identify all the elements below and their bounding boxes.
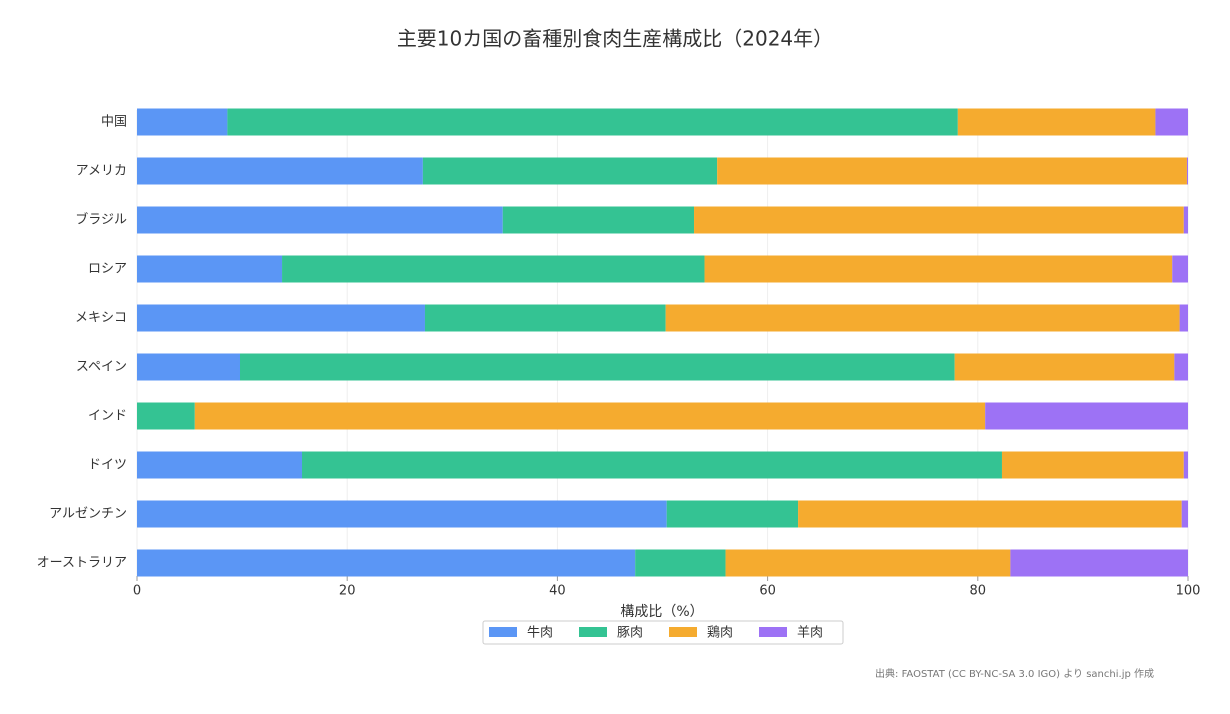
bar-segment — [137, 353, 240, 381]
x-tick-label: 40 — [549, 584, 566, 599]
bar-segment — [665, 304, 1180, 332]
bar-segment — [422, 157, 718, 185]
legend-swatch — [579, 627, 607, 637]
bar-segment — [954, 353, 1175, 381]
bar-segment — [137, 549, 636, 577]
bar-segment — [282, 255, 705, 283]
x-tick-label: 0 — [133, 584, 141, 599]
bar-segment — [635, 549, 726, 577]
bar-segment — [717, 157, 1187, 185]
bar-segment — [694, 206, 1184, 234]
bar-segment — [1181, 500, 1188, 528]
bar-segment — [137, 451, 303, 479]
chart-title: 主要10カ国の畜種別食肉生産構成比（2024年） — [397, 27, 833, 51]
bar-segment — [227, 108, 958, 136]
bar-segment — [424, 304, 666, 332]
y-tick-label: スペイン — [76, 360, 127, 375]
bar-segment — [1183, 206, 1188, 234]
legend-swatch — [669, 627, 697, 637]
bar-segment — [137, 157, 423, 185]
bar-segment — [137, 206, 503, 234]
bar-segment — [985, 402, 1188, 430]
legend-label: 牛肉 — [527, 626, 553, 641]
bar-segment — [1155, 108, 1188, 136]
bar-segment — [302, 451, 1002, 479]
bar-segment — [194, 402, 986, 430]
y-tick-label: ブラジル — [75, 212, 127, 228]
legend-swatch — [489, 627, 517, 637]
bar-segment — [666, 500, 799, 528]
bar-segment — [1172, 255, 1188, 283]
bar-segment — [137, 255, 283, 283]
legend-box — [482, 620, 844, 645]
y-tick-label: ロシア — [88, 262, 127, 277]
y-tick-label: アルゼンチン — [49, 507, 127, 522]
bar-segment — [957, 108, 1156, 136]
x-tick-label: 20 — [339, 584, 356, 599]
y-tick-label: メキシコ — [75, 311, 127, 326]
y-tick-label: 中国 — [101, 115, 127, 130]
bar-segment — [137, 304, 425, 332]
y-tick-label: アメリカ — [76, 164, 127, 179]
legend-label: 鶏肉 — [707, 626, 733, 641]
source-note: 出典: FAOSTAT (CC BY-NC-SA 3.0 IGO) より san… — [875, 667, 1154, 680]
bar-segment — [798, 500, 1182, 528]
y-tick-label: インド — [88, 409, 127, 424]
bar-segment — [1010, 549, 1188, 577]
y-tick-label: オーストラリア — [37, 556, 127, 571]
bar-segment — [1001, 451, 1184, 479]
bar-segment — [1179, 304, 1188, 332]
bar-segment — [1183, 451, 1188, 479]
bar-segment — [704, 255, 1173, 283]
legend-label: 羊肉 — [797, 625, 823, 641]
bar-segment — [1186, 157, 1188, 185]
bar-segment — [137, 402, 195, 430]
x-tick-label: 80 — [970, 584, 987, 599]
bar-segment — [1174, 353, 1188, 381]
x-tick-label: 100 — [1176, 584, 1201, 599]
bar-segment — [137, 108, 228, 136]
x-axis-label: 構成比（%） — [620, 604, 703, 620]
bar-segment — [137, 500, 667, 528]
legend-label: 豚肉 — [617, 626, 643, 641]
bar-segment — [502, 206, 695, 234]
x-tick-label: 60 — [759, 584, 776, 599]
bar-segment — [725, 549, 1011, 577]
legend-swatch — [759, 627, 787, 637]
y-tick-label: ドイツ — [88, 458, 127, 473]
bar-segment — [239, 353, 955, 381]
